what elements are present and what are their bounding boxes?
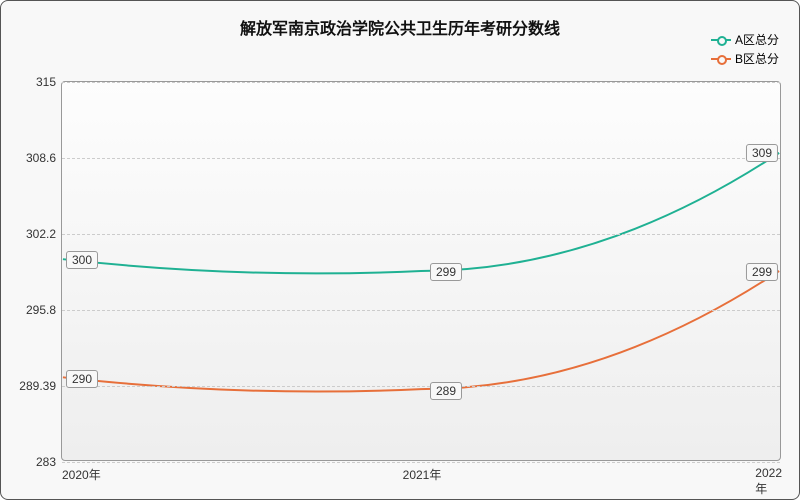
gridline <box>62 310 780 311</box>
series-line <box>63 153 779 274</box>
chart-container: 解放军南京政治学院公共卫生历年考研分数线 A区总分 B区总分 283289.39… <box>0 0 800 500</box>
data-label: 299 <box>430 263 462 281</box>
series-line <box>63 271 779 392</box>
gridline <box>62 158 780 159</box>
series-svg <box>62 82 780 460</box>
data-label: 300 <box>66 251 98 269</box>
y-axis-label: 315 <box>36 75 56 89</box>
legend-swatch-b <box>711 58 731 60</box>
y-axis-label: 308.6 <box>26 151 56 165</box>
x-axis-label: 2022年 <box>755 466 782 497</box>
legend-swatch-a <box>711 39 731 41</box>
gridline <box>62 82 780 83</box>
data-label: 309 <box>746 144 778 162</box>
gridline <box>62 386 780 387</box>
legend-label-a: A区总分 <box>735 31 779 48</box>
legend: A区总分 B区总分 <box>711 31 779 69</box>
gridline <box>62 234 780 235</box>
chart-title: 解放军南京政治学院公共卫生历年考研分数线 <box>1 15 799 39</box>
data-label: 289 <box>430 382 462 400</box>
plot-area: 283289.39295.8302.2308.63152020年2021年202… <box>61 81 781 461</box>
legend-item-a: A区总分 <box>711 31 779 48</box>
y-axis-label: 283 <box>36 455 56 469</box>
x-axis-label: 2020年 <box>62 466 101 483</box>
data-label: 290 <box>66 370 98 388</box>
y-axis-label: 289.39 <box>19 379 56 393</box>
y-axis-label: 302.2 <box>26 227 56 241</box>
x-axis-label: 2021年 <box>403 466 442 483</box>
gridline <box>62 462 780 463</box>
y-axis-label: 295.8 <box>26 303 56 317</box>
legend-item-b: B区总分 <box>711 50 779 67</box>
data-label: 299 <box>746 263 778 281</box>
legend-label-b: B区总分 <box>735 50 779 67</box>
